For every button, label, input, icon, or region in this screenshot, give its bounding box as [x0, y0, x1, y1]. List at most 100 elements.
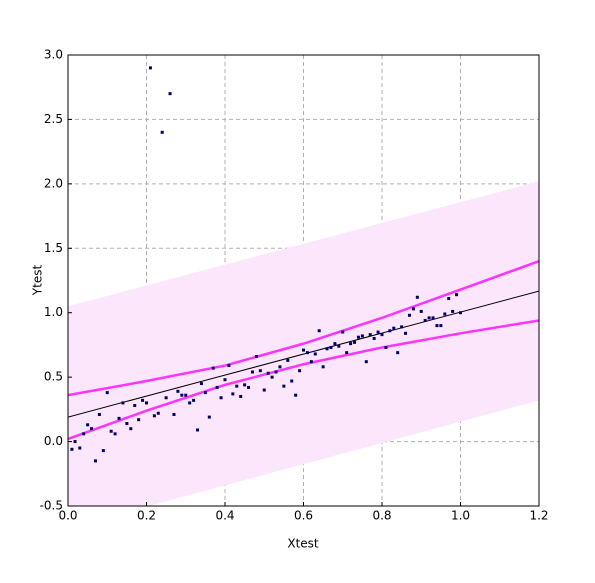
point — [321, 365, 325, 369]
y-tick-label: 1.5 — [44, 241, 63, 255]
plot-area — [68, 66, 539, 506]
x-tick-label: 0.8 — [372, 509, 391, 523]
point — [231, 392, 235, 396]
point — [148, 66, 152, 70]
point — [302, 348, 305, 352]
point — [317, 329, 321, 333]
point — [407, 313, 411, 317]
point — [239, 394, 243, 398]
x-tick-label: 0.4 — [215, 509, 234, 523]
point — [274, 370, 278, 374]
point — [82, 432, 86, 436]
point — [278, 365, 282, 369]
point — [372, 336, 376, 340]
point — [349, 342, 353, 346]
point — [290, 379, 294, 383]
point — [388, 329, 392, 333]
point — [313, 352, 317, 356]
point — [93, 459, 97, 463]
point — [176, 389, 180, 393]
y-tick-label: 0.5 — [44, 370, 63, 384]
point — [105, 391, 109, 395]
point — [345, 351, 349, 355]
point — [298, 369, 302, 373]
x-tick-label: 0.0 — [58, 509, 77, 523]
point — [435, 324, 439, 328]
point — [101, 449, 105, 453]
point — [404, 331, 408, 335]
point — [443, 312, 447, 316]
point — [431, 316, 435, 320]
point — [266, 371, 270, 375]
x-tick-label: 0.6 — [294, 509, 313, 523]
point — [286, 358, 290, 362]
point — [78, 446, 82, 450]
point — [368, 333, 372, 337]
point — [86, 423, 90, 427]
point — [211, 366, 215, 370]
point — [294, 393, 298, 397]
point — [250, 370, 254, 374]
point — [247, 385, 251, 389]
point — [172, 413, 176, 417]
point — [168, 92, 172, 96]
point — [156, 411, 160, 415]
point — [380, 333, 384, 337]
point — [188, 401, 192, 405]
y-axis-title: Ytest — [31, 265, 45, 297]
point — [207, 415, 211, 419]
point — [353, 340, 357, 344]
point — [223, 378, 227, 382]
point — [219, 396, 223, 400]
point — [215, 385, 219, 389]
point — [117, 416, 121, 420]
point — [459, 311, 462, 315]
point — [356, 335, 360, 339]
point — [360, 334, 364, 338]
point — [125, 422, 129, 426]
point — [364, 360, 368, 364]
point — [270, 375, 274, 379]
point — [184, 393, 188, 397]
line — [68, 259, 539, 397]
point — [137, 418, 141, 422]
point — [337, 344, 341, 348]
point — [199, 382, 203, 386]
point — [333, 342, 337, 346]
point — [447, 297, 451, 301]
point — [309, 360, 313, 364]
y-tick-label: -0.5 — [40, 499, 63, 513]
point — [235, 384, 239, 388]
y-tick-label: 0.0 — [44, 434, 63, 448]
point — [400, 325, 404, 329]
point — [164, 396, 168, 400]
point — [419, 309, 423, 313]
x-tick-label: 1.2 — [529, 509, 548, 523]
point — [325, 347, 329, 351]
point — [329, 346, 333, 350]
point — [133, 403, 137, 407]
point — [439, 324, 443, 328]
ticks: 0.0 0.2 0.4 0.6 0.8 1.0 1.2-0.50.00.51.01.52.0… — [40, 48, 549, 523]
y-tick-label: 1.0 — [44, 305, 63, 319]
point — [152, 414, 156, 418]
x-axis-title: Xtest — [287, 537, 319, 551]
point — [396, 351, 400, 355]
point — [376, 330, 380, 334]
point — [254, 355, 258, 359]
point — [392, 326, 396, 330]
line — [68, 319, 539, 441]
point — [180, 393, 184, 397]
point — [411, 307, 415, 311]
point — [455, 293, 459, 297]
point — [73, 440, 77, 444]
y-tick-label: 2.0 — [44, 176, 63, 190]
point — [113, 432, 117, 436]
point — [282, 384, 286, 388]
point — [384, 346, 388, 350]
point — [90, 427, 94, 431]
point — [305, 351, 309, 355]
point — [196, 428, 200, 432]
